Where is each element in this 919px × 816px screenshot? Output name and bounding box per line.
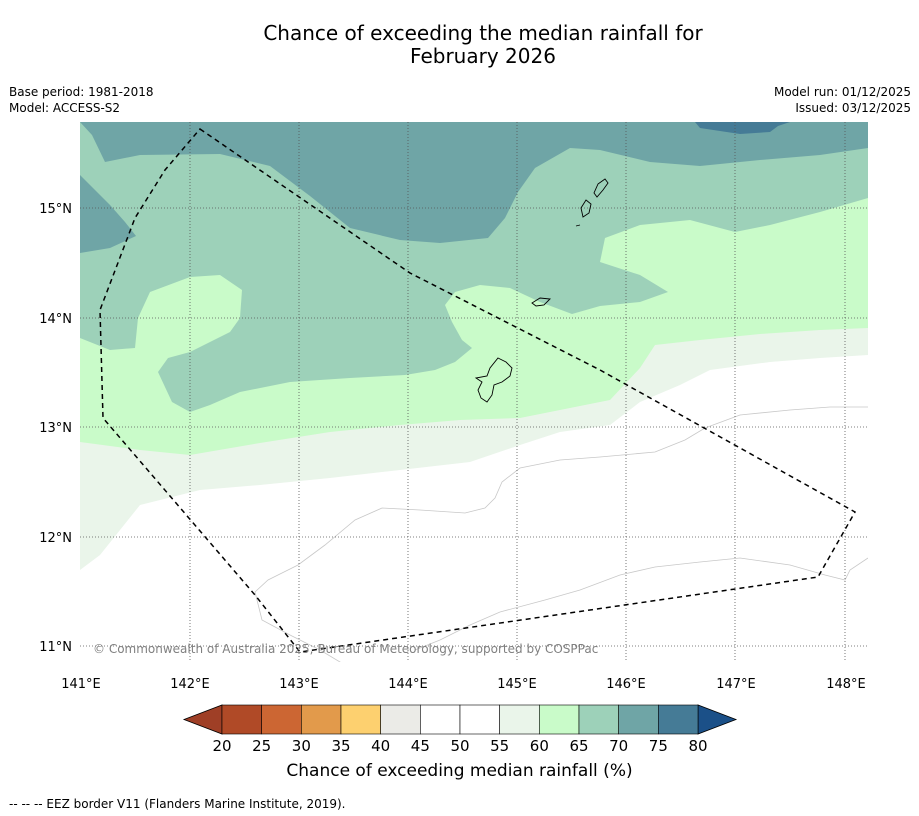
issued-date: Issued: 03/12/2025 — [795, 101, 911, 115]
lon-label: 145°E — [497, 677, 537, 692]
lon-label: 143°E — [279, 677, 319, 692]
colorbar-tick-label: 65 — [569, 737, 588, 755]
meta-left: Base period: 1981-2018 Model: ACCESS-S2 — [9, 84, 154, 116]
lat-label: 12°N — [39, 531, 72, 546]
lon-label: 147°E — [716, 677, 756, 692]
latitude-labels: 15°N 14°N 13°N 12°N 11°N — [39, 202, 72, 655]
colorbar-swatch — [459, 704, 500, 735]
colorbar-swatch — [420, 704, 461, 735]
colorbar-swatch — [301, 704, 342, 735]
gridlines — [80, 122, 868, 662]
lat-label: 14°N — [39, 312, 72, 327]
lon-label: 141°E — [61, 677, 101, 692]
map-copyright: © Commonwealth of Australia 2025, Bureau… — [93, 642, 598, 656]
colorbar-tick-label: 20 — [212, 737, 231, 755]
colorbar-tick-label: 30 — [292, 737, 311, 755]
colorbar-title: Chance of exceeding median rainfall (%) — [286, 761, 633, 781]
colorbar-tick-label: 50 — [450, 737, 469, 755]
colorbar-tick-label: 25 — [252, 737, 271, 755]
colorbar-swatch — [539, 704, 580, 735]
lat-label: 15°N — [39, 202, 72, 217]
colorbar-swatch — [658, 704, 699, 735]
lat-label: 13°N — [39, 421, 72, 436]
colorbar-under-arrow — [182, 704, 223, 735]
band-70-75 — [80, 122, 868, 253]
colorbar-tick-label: 70 — [609, 737, 628, 755]
colorbar-swatch — [499, 704, 540, 735]
colorbar-swatch — [618, 704, 659, 735]
probability-contours: © Commonwealth of Australia 2025, Bureau… — [80, 122, 868, 662]
eez-border — [99, 127, 857, 653]
colorbar-over-arrow — [697, 704, 738, 735]
longitude-labels: 141°E 142°E 143°E 144°E 145°E 146°E 147°… — [61, 677, 866, 692]
colorbar-swatch — [221, 704, 262, 735]
colorbar: 20 25 30 35 40 45 50 55 60 65 70 75 80 — [182, 704, 738, 755]
colorbar-tick-label: 35 — [331, 737, 350, 755]
colorbar-tick-label: 75 — [649, 737, 668, 755]
band-75-80 — [695, 122, 790, 134]
title-line-2: February 2026 — [410, 44, 556, 68]
colorbar-swatch — [578, 704, 619, 735]
base-period: Base period: 1981-2018 — [9, 85, 154, 99]
aguijan-island — [575, 224, 581, 227]
lon-label: 146°E — [606, 677, 646, 692]
islands — [474, 178, 609, 403]
lon-label: 148°E — [826, 677, 866, 692]
model-run: Model run: 01/12/2025 — [773, 85, 911, 99]
colorbar-swatch — [380, 704, 421, 735]
tinian-island — [580, 199, 592, 218]
colorbar-tick-label: 80 — [688, 737, 707, 755]
meta-right: Model run: 01/12/2025 Issued: 03/12/2025 — [774, 84, 911, 116]
guam-island — [474, 357, 513, 403]
band-65-70 — [80, 122, 868, 412]
colorbar-swatch — [340, 704, 381, 735]
colorbar-swatch — [261, 704, 302, 735]
eez-footnote: -- -- -- EEZ border V11 (Flanders Marine… — [9, 797, 346, 811]
map-title: Chance of exceeding the median rainfall … — [0, 22, 919, 68]
lon-label: 144°E — [388, 677, 428, 692]
colorbar-tick-label: 60 — [530, 737, 549, 755]
title-line-1: Chance of exceeding the median rainfall … — [263, 21, 703, 45]
lat-label: 11°N — [39, 640, 72, 655]
saipan-island — [593, 178, 609, 198]
model-name: Model: ACCESS-S2 — [9, 101, 121, 115]
lon-label: 142°E — [170, 677, 210, 692]
colorbar-tick-label: 45 — [411, 737, 430, 755]
rota-island — [531, 297, 551, 307]
colorbar-tick-label: 55 — [490, 737, 509, 755]
colorbar-tick-label: 40 — [371, 737, 390, 755]
